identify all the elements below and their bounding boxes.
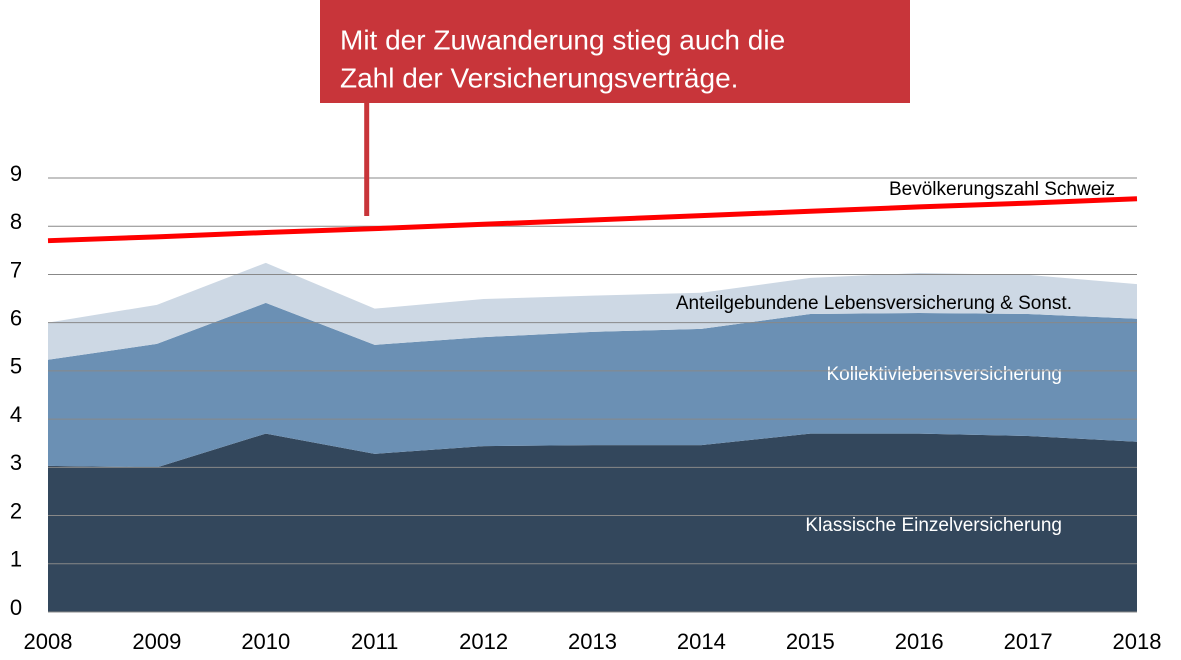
y-tick-label: 7: [10, 257, 22, 282]
annotation-text: Zahl der Versicherungsverträge.: [340, 62, 738, 93]
area: [48, 302, 1137, 468]
y-tick-label: 6: [10, 305, 22, 330]
y-tick-label: 5: [10, 354, 22, 379]
line: [47, 196, 1138, 244]
x-tick-label: 2012: [459, 629, 508, 654]
x-tick-label: 2009: [132, 629, 181, 654]
y-tick-label: 0: [10, 595, 22, 620]
annotation-text: Mit der Zuwanderung stieg auch die: [340, 24, 785, 55]
x-tick-label: 2014: [677, 629, 726, 654]
area-label: Klassische Einzelversicherung: [805, 515, 1062, 536]
x-tick-label: 2011: [351, 629, 398, 654]
area-label: Anteilgebundene Lebensversicherung & Son…: [676, 293, 1072, 314]
annotation-box: [320, 0, 910, 103]
y-tick-label: 3: [10, 450, 22, 475]
line-label: Bevölkerungszahl Schweiz: [889, 179, 1115, 200]
y-tick-label: 4: [10, 402, 22, 427]
y-tick-label: 8: [10, 209, 22, 234]
x-tick-label: 2016: [895, 629, 944, 654]
x-tick-label: 2018: [1113, 629, 1162, 654]
y-tick-label: 2: [10, 498, 22, 523]
x-tick-label: 2008: [24, 629, 73, 654]
y-tick-label: 9: [10, 161, 22, 186]
x-tick-label: 2017: [1004, 629, 1053, 654]
area-label: Kollektivlebensversicherung: [826, 364, 1062, 385]
area: [48, 262, 1137, 360]
y-tick-label: 1: [10, 547, 22, 572]
x-tick-label: 2010: [241, 629, 290, 654]
x-tick-label: 2015: [786, 629, 835, 654]
area: [48, 433, 1137, 612]
x-tick-label: 2013: [568, 629, 617, 654]
